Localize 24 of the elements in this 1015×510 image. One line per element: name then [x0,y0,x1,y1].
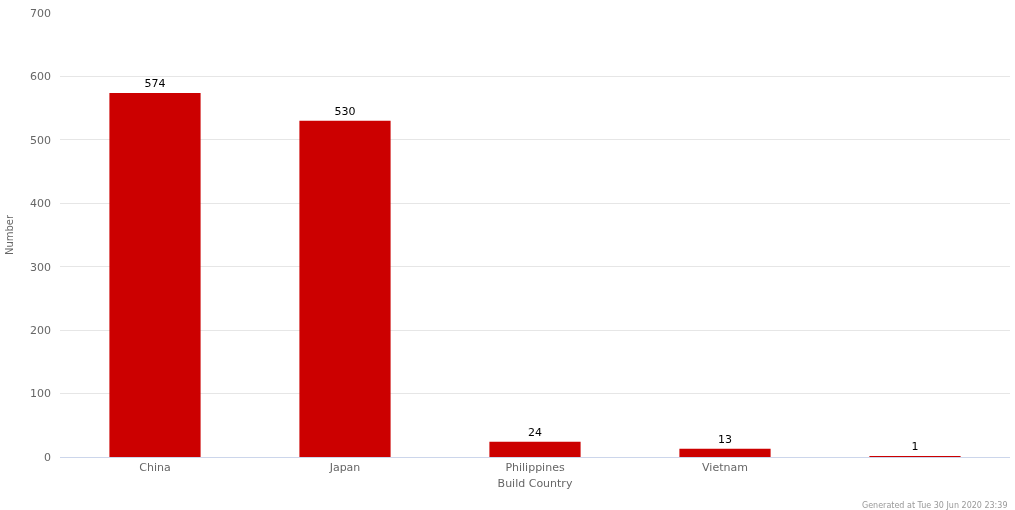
bar [109,92,201,457]
y-tick-label: 100 [30,387,51,401]
bar [679,448,771,457]
bar [489,441,581,457]
data-label: 24 [528,425,542,439]
y-tick-label: 200 [30,323,51,337]
y-tick-label: 500 [30,133,51,147]
y-tick-label: 700 [30,6,51,20]
text: Generated at Tue 30 Jun 2020 23:39 [862,501,1008,510]
y-tick-label: 400 [30,197,51,211]
y-axis-title: Number [4,214,15,256]
x-axis-title: Build Country [497,477,573,491]
data-label: 530 [334,104,356,118]
data-label: 574 [144,76,166,90]
x-tick-label: China [139,461,171,475]
bar [299,120,391,457]
data-label: 13 [718,432,732,446]
x-tick-label: Philippines [505,461,565,475]
x-tick-label: Vietnam [702,461,748,475]
y-tick-label: 0 [44,450,51,464]
data-label: 1 [911,440,919,453]
x-tick-label: Japan [328,461,361,475]
y-tick-label: 600 [30,70,51,84]
y-tick-label: 300 [30,260,51,274]
